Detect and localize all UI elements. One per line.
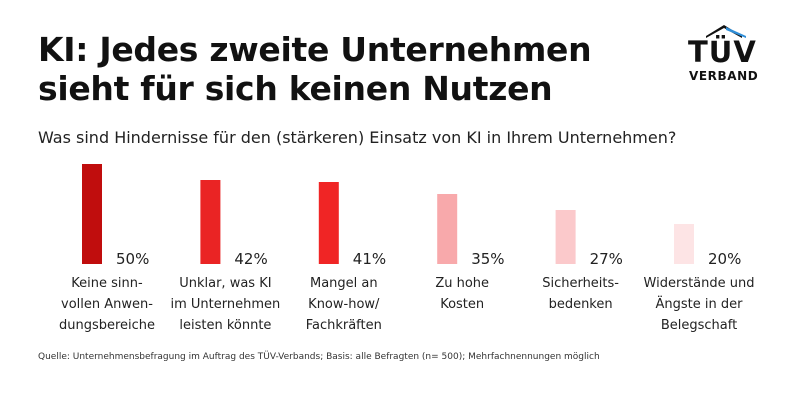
value-label-6: 20% [708,250,741,268]
category-label-5: Sicherheits- bedenken [542,276,619,312]
logo-brand-text: TÜV [688,35,757,69]
category-label-2: Unklar, was KI im Unternehmen leisten kö… [170,276,281,333]
logo-accent-mark [726,27,746,38]
bar-1 [82,164,102,264]
value-label-5: 27% [590,250,623,268]
chart-title: KI: Jedes zweite Unternehmen sieht für s… [38,30,592,108]
value-label-2: 42% [234,250,267,268]
category-label-1: Keine sinn- vollen Anwen- dungsbereiche [58,276,156,333]
bar-4 [437,194,458,264]
category-label-3: Mangel an Know-how/ Fachkräften [305,276,382,333]
chart-question: Was sind Hindernisse für den (stärkeren)… [38,128,677,147]
bar-6 [674,224,694,264]
bar-2 [200,180,221,264]
logo-roof-icon [706,25,746,38]
value-label-1: 50% [116,250,149,268]
bar-3 [318,182,339,264]
tuev-verband-logo: TÜV VERBAND [686,22,766,86]
category-label-6: Widerstände und Ängste in der Belegschaf… [643,276,755,333]
bar-5 [555,210,576,264]
source-note: Quelle: Unternehmensbefragung im Auftrag… [38,352,600,362]
value-label-4: 35% [471,250,504,268]
category-label-4: Zu hohe Kosten [435,276,490,312]
value-label-3: 41% [353,250,386,268]
logo-sub-text: VERBAND [689,69,759,83]
